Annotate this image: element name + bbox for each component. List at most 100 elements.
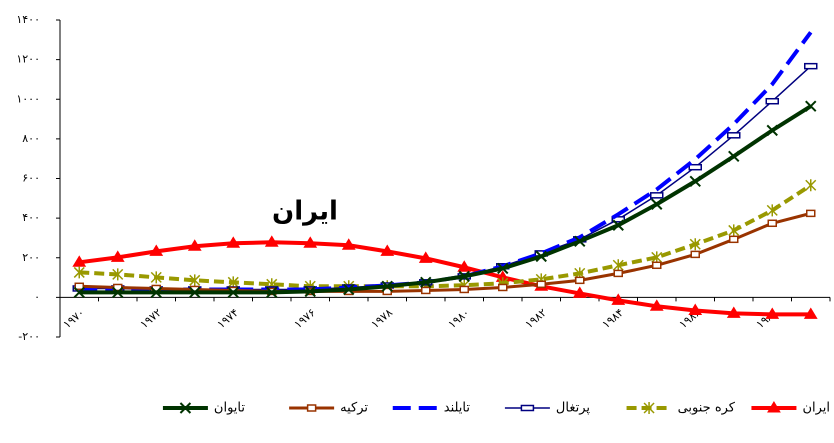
marker <box>112 286 124 299</box>
series-line <box>79 183 812 289</box>
y-tick-label: -۲۰۰ <box>18 330 40 343</box>
marker <box>149 244 164 256</box>
y-tick-label: ۰ <box>34 290 40 303</box>
marker <box>688 163 702 171</box>
marker <box>765 307 780 319</box>
marker <box>728 224 740 237</box>
marker <box>803 307 818 319</box>
marker <box>418 251 433 263</box>
y-tick-label: ۴۰۰ <box>22 211 40 224</box>
legend-label: پرتغال <box>556 401 590 416</box>
y-tick-label: ۱۴۰۰ <box>16 13 40 26</box>
marker <box>227 286 239 299</box>
x-tick-label: ۱۹۸۴ <box>600 306 627 331</box>
marker <box>727 132 741 139</box>
marker <box>497 262 509 275</box>
marker <box>73 266 85 279</box>
marker <box>729 235 739 244</box>
marker <box>498 283 508 292</box>
marker <box>74 282 84 291</box>
marker <box>651 251 663 264</box>
marker <box>421 286 431 295</box>
marker <box>804 62 818 70</box>
legend-label: کره جنوبی <box>678 401 736 416</box>
marker <box>689 175 701 187</box>
marker <box>266 286 278 299</box>
marker <box>767 401 781 413</box>
marker <box>303 236 318 248</box>
marker <box>112 268 124 281</box>
legend-label: ایران <box>802 401 830 416</box>
marker <box>765 97 779 105</box>
marker <box>306 404 317 412</box>
marker <box>613 269 623 278</box>
marker <box>690 250 700 259</box>
marker <box>457 260 472 272</box>
marker <box>341 238 356 250</box>
marker <box>420 276 432 289</box>
marker <box>650 192 664 199</box>
marker <box>612 259 624 272</box>
marker <box>189 286 201 299</box>
marker <box>458 270 470 283</box>
marker <box>612 219 624 231</box>
marker <box>264 235 279 247</box>
marker <box>575 276 585 285</box>
marker <box>459 285 469 294</box>
marker <box>726 306 741 318</box>
marker <box>535 250 547 263</box>
series-line <box>79 104 812 295</box>
x-tick-label: ۱۹۷۲ <box>138 306 165 331</box>
x-tick-label: ۱۹۷۴ <box>215 306 242 331</box>
legend-label: تایوان <box>214 401 245 416</box>
series-line <box>79 211 812 293</box>
y-tick-label: ۱۰۰۰ <box>16 92 40 105</box>
marker <box>536 280 546 289</box>
y-tick-label: ۲۰۰ <box>22 251 40 264</box>
marker <box>689 238 701 251</box>
marker <box>179 402 192 414</box>
annotation: ایران <box>272 197 338 227</box>
x-tick-label: ۱۹۷۸ <box>369 306 396 331</box>
legend-label: ترکیه <box>340 401 368 416</box>
marker <box>767 219 777 228</box>
y-tick-label: ۱۲۰۰ <box>16 53 40 66</box>
marker <box>643 402 655 414</box>
marker <box>189 274 201 287</box>
marker <box>652 261 662 270</box>
marker <box>611 293 626 305</box>
marker <box>728 150 740 163</box>
y-tick-label: ۸۰۰ <box>22 132 40 145</box>
marker <box>572 286 587 298</box>
marker <box>611 216 625 223</box>
marker <box>73 286 85 299</box>
marker <box>649 299 664 311</box>
legend-label: تایلند <box>444 401 471 416</box>
marker <box>806 209 816 218</box>
x-tick-label: ۱۹۸۲ <box>523 306 550 331</box>
x-tick-label: ۱۹۷۰ <box>61 306 87 331</box>
marker <box>766 204 778 217</box>
marker <box>343 283 355 296</box>
marker <box>72 255 87 267</box>
marker <box>150 271 162 284</box>
marker <box>226 236 241 248</box>
marker <box>805 179 817 192</box>
y-tick-label: ۶۰۰ <box>22 172 40 185</box>
x-tick-label: ۱۹۷۶ <box>292 306 318 331</box>
marker <box>805 100 817 112</box>
marker <box>150 286 162 299</box>
marker <box>304 285 316 298</box>
marker <box>766 124 778 137</box>
marker <box>520 404 535 412</box>
marker <box>574 235 586 248</box>
marker <box>380 244 395 256</box>
marker <box>651 198 663 210</box>
series-line <box>78 240 811 317</box>
marker <box>110 250 125 262</box>
x-tick-label: ۱۹۸۰ <box>446 306 472 331</box>
marker <box>688 303 703 315</box>
marker <box>187 239 202 251</box>
marker <box>381 280 393 292</box>
